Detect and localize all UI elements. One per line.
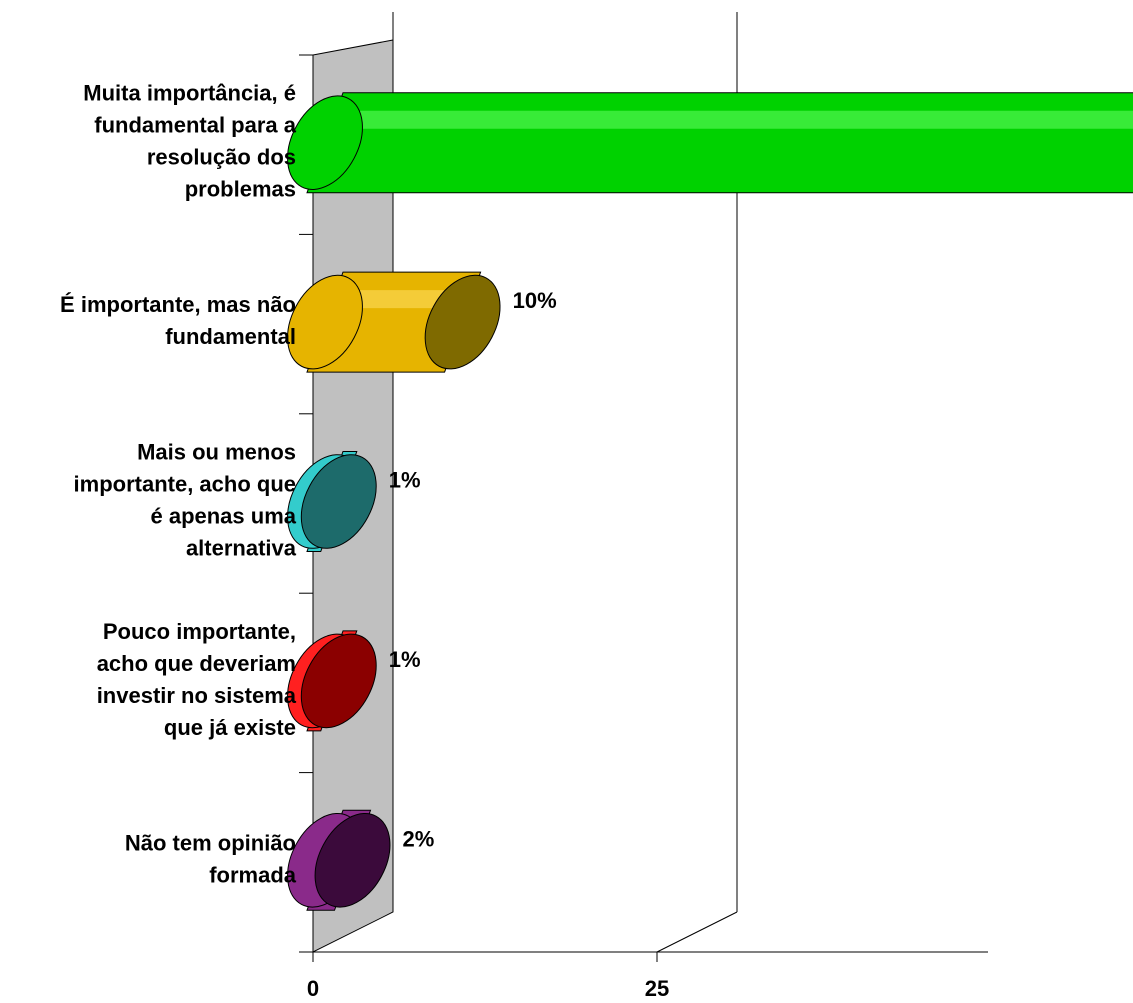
bar-end-cap xyxy=(300,454,377,549)
category-label: Não tem opinião formada xyxy=(125,830,297,887)
category-label: Muita importância, é fundamental para a re… xyxy=(83,81,296,202)
x-axis: 0 25 xyxy=(299,54,988,1001)
bar-highlight xyxy=(331,110,1133,129)
category-label: Pouco importante, acho que deveriam invest… xyxy=(97,619,297,740)
data-label: 1% xyxy=(389,468,421,493)
category-label: É importante, mas não fundamental xyxy=(60,292,296,349)
category-labels: Muita importância, é fundamental para a re… xyxy=(60,81,297,888)
bar-end-cap xyxy=(300,633,377,729)
bar-end-cap xyxy=(424,274,501,370)
bar xyxy=(306,92,1133,194)
data-label: 1% xyxy=(389,647,421,672)
bars: 87%10%1%1%2% xyxy=(287,92,1133,911)
grid-floor-line xyxy=(656,911,738,953)
category-label: Mais ou menos importante, acho que é apena… xyxy=(74,440,297,561)
bar-end-cap xyxy=(314,813,391,908)
data-label: 10% xyxy=(513,288,557,313)
bar-start-cap xyxy=(287,274,363,370)
bar-start-cap xyxy=(287,95,363,190)
x-tick-label: 0 xyxy=(307,976,319,1001)
x-tick-label: 25 xyxy=(645,976,669,1001)
data-label: 2% xyxy=(403,826,435,851)
